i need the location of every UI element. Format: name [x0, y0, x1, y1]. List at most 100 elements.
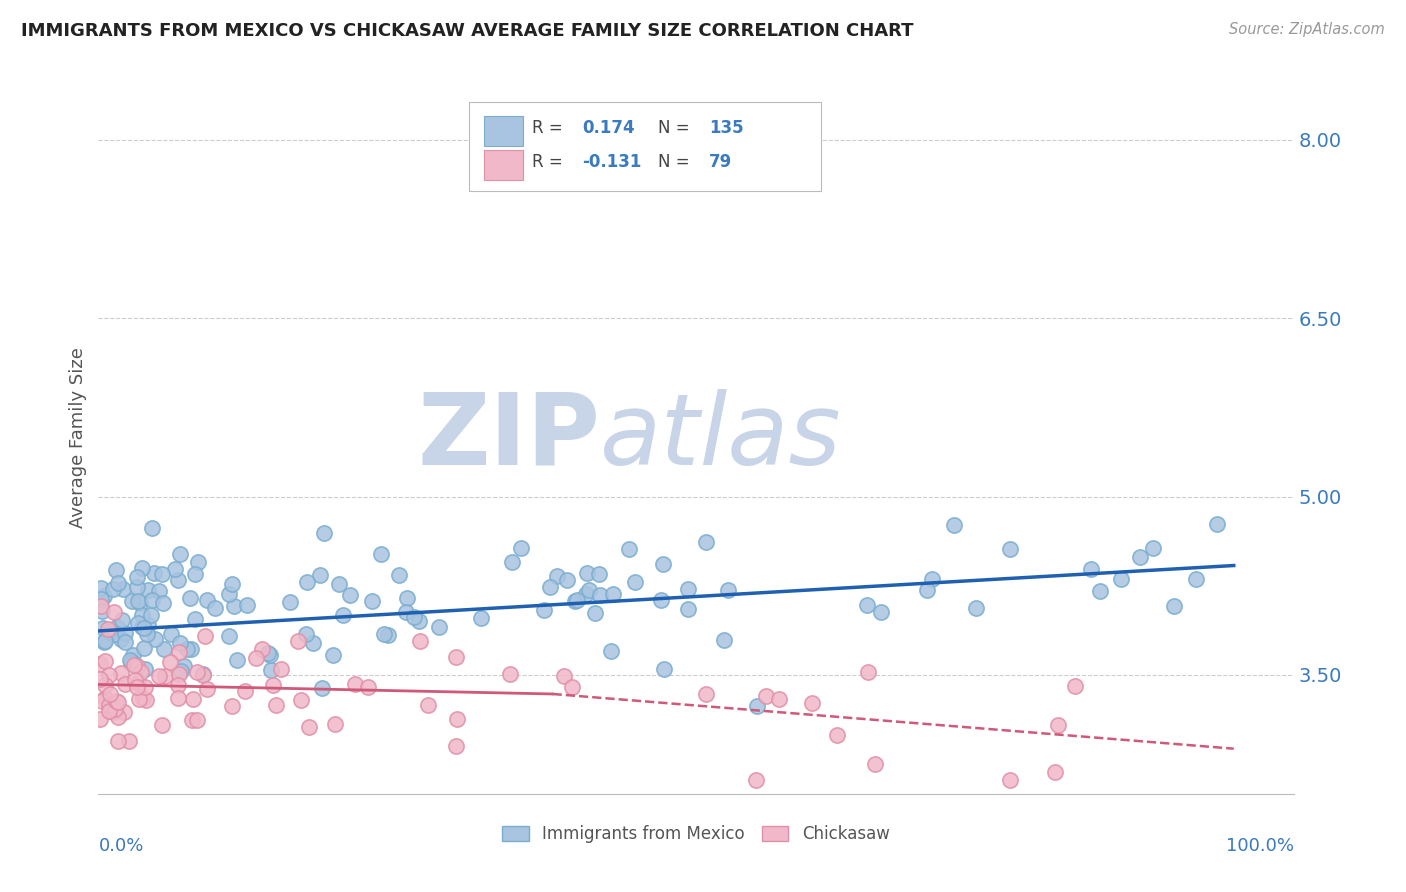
- Point: [589, 588, 612, 602]
- Point: [114, 635, 136, 649]
- Point: [124, 673, 146, 687]
- Point: [262, 678, 284, 692]
- Point: [135, 693, 157, 707]
- Text: N =: N =: [658, 153, 689, 171]
- Point: [135, 626, 157, 640]
- Point: [104, 627, 127, 641]
- Point: [564, 594, 586, 608]
- Point: [218, 629, 240, 643]
- Point: [94, 654, 117, 668]
- Point: [302, 635, 325, 649]
- Point: [290, 692, 312, 706]
- Legend: Immigrants from Mexico, Chickasaw: Immigrants from Mexico, Chickasaw: [496, 819, 896, 850]
- Point: [1080, 562, 1102, 576]
- Point: [132, 690, 155, 705]
- Point: [197, 682, 219, 697]
- Point: [184, 566, 207, 581]
- Point: [90, 581, 112, 595]
- Point: [222, 599, 245, 614]
- Point: [118, 653, 141, 667]
- Point: [145, 632, 167, 646]
- Point: [308, 568, 330, 582]
- Point: [134, 662, 156, 676]
- Point: [125, 580, 148, 594]
- Point: [195, 593, 218, 607]
- Point: [127, 615, 149, 630]
- Point: [97, 668, 120, 682]
- Point: [578, 582, 600, 597]
- Point: [565, 592, 588, 607]
- Text: 0.0%: 0.0%: [98, 837, 143, 855]
- Point: [1129, 549, 1152, 564]
- Point: [105, 620, 128, 634]
- Point: [1142, 541, 1164, 555]
- Point: [114, 676, 136, 690]
- Point: [127, 659, 149, 673]
- Point: [650, 593, 672, 607]
- Point: [427, 620, 450, 634]
- Point: [166, 678, 188, 692]
- Point: [357, 680, 380, 694]
- Point: [856, 665, 879, 679]
- Point: [141, 521, 163, 535]
- Point: [148, 584, 170, 599]
- Point: [110, 613, 132, 627]
- Text: atlas: atlas: [600, 389, 842, 485]
- Point: [498, 666, 520, 681]
- Point: [998, 542, 1021, 557]
- Text: -0.131: -0.131: [582, 153, 641, 171]
- Point: [250, 641, 273, 656]
- Point: [533, 603, 555, 617]
- Text: R =: R =: [533, 120, 562, 137]
- Point: [186, 713, 208, 727]
- Point: [153, 642, 176, 657]
- Point: [90, 591, 112, 606]
- Point: [131, 607, 153, 622]
- Text: ZIP: ZIP: [418, 389, 600, 485]
- Text: 0.174: 0.174: [582, 120, 636, 137]
- Point: [169, 636, 191, 650]
- Point: [128, 691, 150, 706]
- Point: [101, 706, 124, 720]
- Point: [169, 547, 191, 561]
- Point: [103, 605, 125, 619]
- Point: [170, 664, 193, 678]
- Point: [167, 667, 190, 681]
- Point: [1184, 572, 1206, 586]
- Point: [221, 699, 243, 714]
- Point: [179, 591, 201, 605]
- Point: [118, 734, 141, 748]
- Point: [176, 641, 198, 656]
- Point: [314, 526, 336, 541]
- Point: [339, 588, 361, 602]
- Point: [97, 622, 120, 636]
- Point: [125, 569, 148, 583]
- Point: [107, 575, 129, 590]
- Point: [553, 669, 575, 683]
- Point: [150, 566, 173, 581]
- Point: [94, 691, 117, 706]
- Point: [395, 605, 418, 619]
- Point: [134, 622, 156, 636]
- Point: [107, 709, 129, 723]
- Point: [713, 633, 735, 648]
- Point: [755, 689, 778, 703]
- Point: [322, 648, 344, 662]
- Point: [599, 644, 621, 658]
- Point: [134, 680, 156, 694]
- FancyBboxPatch shape: [470, 102, 821, 191]
- Point: [717, 583, 740, 598]
- Point: [173, 659, 195, 673]
- Point: [221, 577, 243, 591]
- Point: [1109, 572, 1132, 586]
- Point: [91, 604, 114, 618]
- Point: [101, 582, 124, 596]
- Point: [111, 582, 134, 597]
- Point: [921, 572, 943, 586]
- Point: [695, 687, 717, 701]
- Point: [361, 593, 384, 607]
- Point: [624, 574, 647, 589]
- Text: 79: 79: [709, 153, 733, 171]
- Point: [855, 598, 877, 612]
- Point: [1206, 516, 1229, 531]
